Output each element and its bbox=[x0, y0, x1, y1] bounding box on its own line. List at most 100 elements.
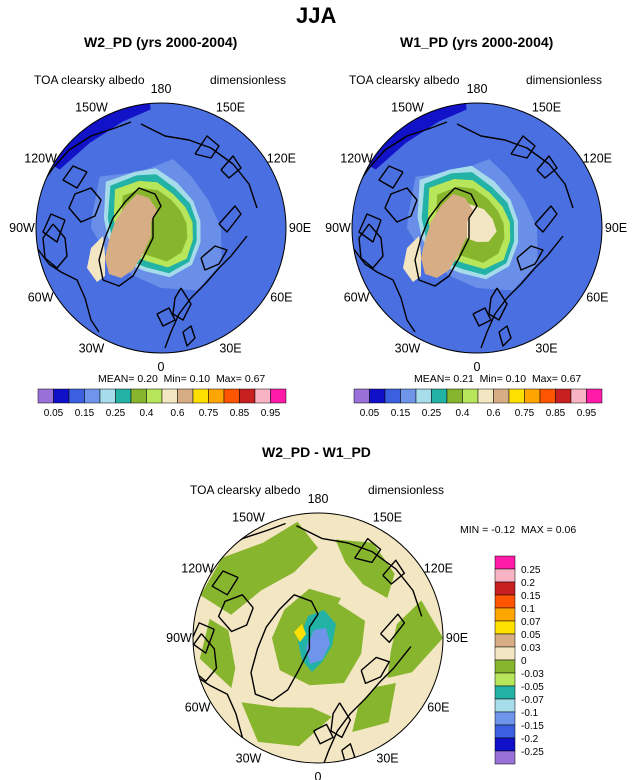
panel2-colorbar-cell bbox=[570, 388, 587, 404]
panel1-lon-label: 120W bbox=[24, 152, 57, 166]
panel1-colorbar-cell bbox=[161, 388, 178, 404]
panel3-coastline bbox=[193, 622, 215, 654]
panel1-coastline bbox=[42, 213, 66, 243]
panel2-colorbar-cell bbox=[539, 388, 556, 404]
panel3-lon-label: 180 bbox=[308, 492, 329, 506]
panel2-mean-label: MEAN= bbox=[414, 373, 451, 385]
panel3-negative-region bbox=[352, 683, 396, 732]
panel1-lon-label: 90E bbox=[289, 221, 311, 235]
panel1-coastline bbox=[164, 235, 248, 349]
panel2-stats: MEAN= 0.21 Min= 0.10 Max= 0.67 bbox=[414, 373, 581, 385]
panel1-coastline bbox=[194, 135, 220, 159]
panel1-colorbar-cell bbox=[192, 388, 209, 404]
panel3-colorbar-label: 0.25 bbox=[521, 565, 541, 576]
panel3-max-label: MAX = bbox=[521, 524, 553, 536]
panel3-colorbar-label: -0.07 bbox=[521, 695, 544, 706]
panel1-coastline bbox=[182, 325, 196, 347]
panel1-coastline bbox=[38, 121, 132, 189]
panel1-coastline bbox=[156, 307, 176, 327]
panel2-coastline bbox=[488, 287, 508, 321]
panel1-coastline bbox=[68, 187, 102, 223]
panel3-small-yellow-patch bbox=[294, 624, 306, 642]
panel2-colorbar-cell bbox=[493, 388, 510, 404]
panel1-coastline bbox=[220, 155, 242, 179]
panel2-lon-label: 90W bbox=[325, 221, 351, 235]
panel1-max-label: Max= bbox=[215, 373, 242, 385]
main-title: JJA bbox=[296, 3, 337, 28]
panel3-colorbar-cell bbox=[494, 620, 516, 635]
panel2-colorbar-cell bbox=[400, 388, 417, 404]
panel1-colorbar-cell bbox=[208, 388, 225, 404]
panel2-lon-label: 90E bbox=[605, 221, 627, 235]
panel2-colorbar-cell bbox=[508, 388, 525, 404]
panel3-lon-label: 30W bbox=[236, 751, 262, 765]
panel3-colorbar-cell bbox=[494, 698, 516, 713]
panel3-colorbar-cell bbox=[494, 724, 516, 739]
panel1-colorbar-label: 0.6 bbox=[171, 408, 185, 419]
panel1-title: W2_PD (yrs 2000-2004) bbox=[84, 34, 238, 50]
panel1-coastline bbox=[42, 223, 68, 269]
panel2-lon-label: 60W bbox=[344, 291, 370, 305]
panel3-lon-label: 0 bbox=[315, 770, 322, 780]
panel3-negative-region bbox=[233, 541, 293, 608]
panel1-lon-label: 150E bbox=[216, 101, 245, 115]
panel3-lon-label: 60W bbox=[185, 701, 211, 715]
panel2-min-label: Min= bbox=[479, 373, 503, 385]
panel3-map-border bbox=[192, 512, 444, 764]
panel1-max-value: 0.67 bbox=[244, 373, 266, 385]
panel3-colorbar-cell bbox=[494, 750, 516, 765]
panel3-colorbar-cell bbox=[494, 672, 516, 687]
panel3-title: W2_PD - W1_PD bbox=[262, 444, 371, 460]
panel1-colorbar-cell bbox=[146, 388, 163, 404]
panel3-colorbar-cell bbox=[494, 659, 516, 674]
panel2-colorbar-label: 0.25 bbox=[422, 408, 442, 419]
panel3-units-label: dimensionless bbox=[368, 483, 445, 497]
panel2-lon-label: 150W bbox=[391, 101, 424, 115]
panel3-colorbar-label: -0.03 bbox=[521, 669, 544, 680]
panel1-colorbar-cell bbox=[68, 388, 85, 404]
panel3-colorbar-label: -0.05 bbox=[521, 682, 544, 693]
panel1-colorbar-cell bbox=[223, 388, 240, 404]
panel1-lon-label: 0 bbox=[158, 360, 165, 374]
panel1-mean-value: 0.20 bbox=[137, 373, 158, 385]
panel3-coastline bbox=[250, 594, 319, 702]
panel1-colorbar-cell bbox=[239, 388, 256, 404]
panel2-colorbar-cell bbox=[415, 388, 432, 404]
panel2-variable-label: TOA clearsky albedo bbox=[349, 73, 460, 87]
panel2-coastline bbox=[498, 325, 512, 347]
panel2-colorbar-cell bbox=[462, 388, 479, 404]
panel2-coastline bbox=[472, 307, 492, 327]
panel3-variable-label: TOA clearsky albedo bbox=[190, 483, 301, 497]
panel3-colorbar-label: -0.2 bbox=[521, 734, 539, 745]
panel2-lon-label: 60E bbox=[586, 291, 608, 305]
panel3-lon-label: 150W bbox=[232, 511, 265, 525]
panel2-lon-label: 30E bbox=[535, 341, 557, 355]
panel2-coastline bbox=[358, 223, 384, 269]
panel2-coastline bbox=[414, 187, 478, 287]
panel2-colorbar-cell bbox=[369, 388, 386, 404]
panel2-colorbar-cell bbox=[384, 388, 401, 404]
panel3-coastline bbox=[321, 646, 412, 763]
panel1-colorbar-label: 0.05 bbox=[44, 408, 64, 419]
panel3-colorbar-cell bbox=[494, 568, 516, 583]
panel3-colorbar-label: -0.1 bbox=[521, 708, 539, 719]
panel2-colorbar-label: 0.4 bbox=[456, 408, 470, 419]
panel3-min-value: -0.12 bbox=[491, 524, 516, 536]
panel2-lon-label: 150E bbox=[532, 101, 561, 115]
panel1-colorbar-cell bbox=[84, 388, 101, 404]
panel2-colorbar-cell bbox=[446, 388, 463, 404]
panel2-colorbar-cell bbox=[586, 388, 603, 404]
panel1-map-content bbox=[36, 103, 286, 353]
panel3-negative-region bbox=[335, 539, 395, 598]
panel1-colorbar-cell bbox=[115, 388, 132, 404]
panel3-colorbar-label: 0.03 bbox=[521, 643, 541, 654]
panel3-colorbar-cell bbox=[494, 711, 516, 726]
panel1-deep-blue-band bbox=[44, 103, 151, 170]
panel1-min-label: Min= bbox=[163, 373, 187, 385]
panel1-lon-label: 60E bbox=[270, 291, 292, 305]
panel1-units-label: dimensionless bbox=[210, 73, 287, 87]
panel1-mean-label: MEAN= bbox=[98, 373, 135, 385]
panel3-coastline bbox=[211, 570, 239, 596]
panel3-colorbar-cell bbox=[494, 737, 516, 752]
